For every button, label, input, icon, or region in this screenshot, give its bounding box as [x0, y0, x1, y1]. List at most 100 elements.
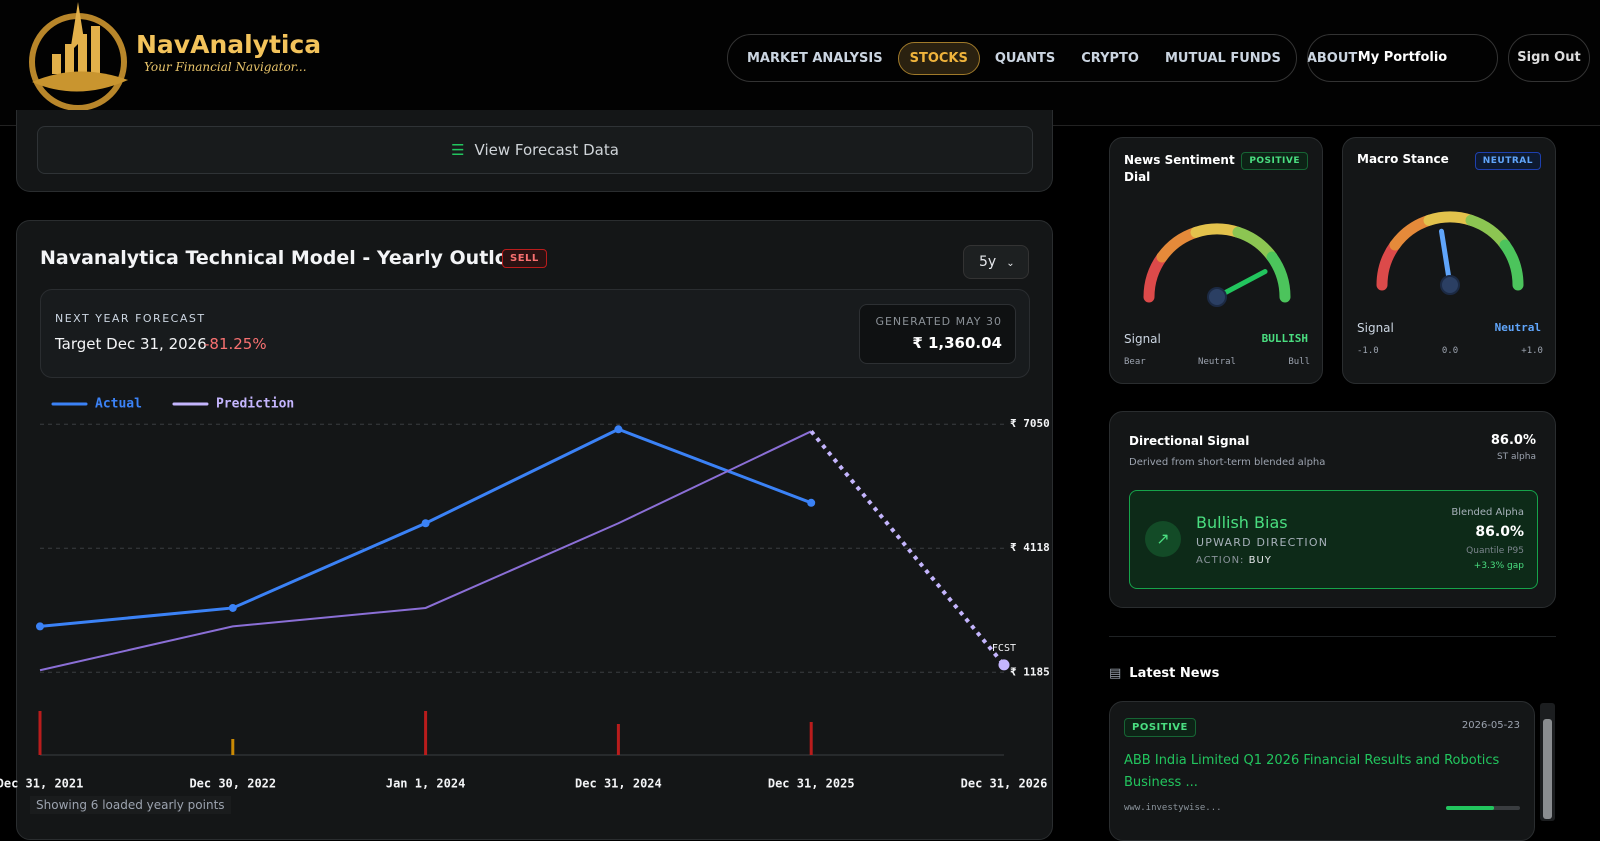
blended-label: Blended Alpha — [1451, 507, 1524, 518]
forecast-label: NEXT YEAR FORECAST — [55, 312, 206, 325]
volume-bar — [38, 711, 42, 755]
macro-card: Macro Stance NEUTRAL Signal Neutral -1.0… — [1342, 137, 1556, 384]
chart: ₹ 1185 ₹ 4118 ₹ 7050 Dec 31, 2021 Dec 30, 20… — [0, 397, 1050, 791]
view-forecast-button[interactable]: ☰ View Forecast Data — [37, 126, 1033, 174]
nav-link[interactable]: QUANTS — [994, 50, 1056, 66]
news-item: POSITIVE 2026-05-23 ABB India Limited Q1… — [1109, 701, 1535, 841]
scale-label: 0.0 — [1441, 346, 1459, 356]
card-title: News Sentiment Dial — [1124, 153, 1235, 184]
card-title: Macro Stance — [1357, 152, 1449, 166]
sentiment-card: News Sentiment Dial POSITIVE Signal BULL… — [1109, 137, 1323, 384]
point — [36, 622, 44, 631]
signal-value: Neutral — [1494, 321, 1541, 334]
gauge-scale: Bear Neutral Bull — [1124, 357, 1310, 367]
logo-icon — [29, 2, 128, 111]
scale-label: Neutral — [1198, 357, 1236, 367]
series-line — [39, 430, 812, 672]
gauge-arc — [1376, 239, 1401, 291]
scroll-thumb — [1543, 719, 1552, 819]
gauge-arc — [1156, 226, 1202, 263]
forecast-change: -81.25% — [204, 335, 267, 353]
trend-icon: ↗ — [1145, 521, 1181, 557]
range-value: 5y — [979, 254, 997, 270]
volume-bar — [809, 722, 813, 755]
gauge-arc — [1423, 211, 1477, 226]
action-value: BUY — [1248, 555, 1272, 566]
y-tick-label: ₹ 1185 — [1010, 665, 1050, 678]
news-date: 2026-05-23 — [1461, 720, 1520, 731]
scrollbar — [1540, 703, 1555, 821]
nav-link[interactable]: CRYPTO — [1081, 50, 1139, 66]
score-bar — [1446, 806, 1520, 810]
forecast-line — [809, 430, 1006, 667]
signal-value: BULLISH — [1261, 332, 1308, 345]
point — [614, 425, 623, 434]
outlook-card: Navanalytica Technical Model - Yearly Ou… — [16, 220, 1053, 840]
series-line — [39, 427, 812, 628]
volume-bar — [616, 724, 620, 755]
news-title: Latest News — [1129, 666, 1220, 681]
news-badge: POSITIVE — [1124, 718, 1196, 737]
sign-out-button[interactable]: Sign Out — [1508, 34, 1590, 82]
gauge-arc — [1499, 239, 1524, 291]
forecast-target: Target Dec 31, 2026 — [55, 335, 207, 353]
gauge-arc — [1190, 223, 1244, 238]
status-text: Showing 6 loaded yearly points — [30, 796, 231, 814]
range-select[interactable]: 5y ⌄ — [963, 245, 1029, 279]
gap: +3.3% gap — [1473, 561, 1524, 571]
point — [807, 498, 816, 507]
gauge-scale: -1.0 0.0 +1.0 — [1357, 346, 1543, 356]
gauge-hub — [1440, 275, 1460, 295]
gauge-hub — [1207, 287, 1227, 307]
gauge-arc — [1232, 226, 1278, 263]
scale-label: +1.0 — [1521, 346, 1543, 356]
outlook-title: Navanalytica Technical Model - Yearly Ou… — [40, 247, 534, 269]
gauge-arc — [1143, 251, 1168, 303]
x-tick-label: Dec 31, 2026 — [961, 777, 1048, 791]
alpha-note: ST alpha — [1496, 452, 1536, 462]
signal-label: Signal — [1124, 332, 1161, 346]
forecast-price: ₹ 1,360.04 — [912, 334, 1002, 352]
forecast-card: ☰ View Forecast Data — [16, 110, 1053, 192]
scale-label: -1.0 — [1357, 346, 1379, 356]
nav-link[interactable]: MARKET ANALYSIS — [747, 50, 883, 66]
action-label: ACTION: — [1196, 555, 1245, 566]
header: NavAnalytica Your Financial Navigator...… — [0, 0, 1600, 126]
legend-label: Actual — [95, 397, 142, 412]
y-tick-label: ₹ 4118 — [1010, 541, 1050, 554]
y-tick-label: ₹ 7050 — [1010, 417, 1050, 430]
nav-link[interactable]: MUTUAL FUNDS — [1164, 50, 1281, 66]
list-icon: ☰ — [451, 141, 465, 159]
nav-link[interactable]: STOCKS — [897, 41, 980, 75]
nav-bar: MARKET ANALYSIS STOCKS QUANTS CRYPTO MUT… — [727, 34, 1357, 82]
volume-bar — [231, 739, 235, 755]
news-headline[interactable]: ABB India Limited Q1 2026 Financial Resu… — [1124, 753, 1500, 790]
x-tick-label: Dec 31, 2025 — [768, 777, 855, 791]
forecast-point — [998, 659, 1010, 671]
gauge-arc — [1465, 214, 1511, 251]
portfolio-button[interactable]: My Portfolio — [1307, 34, 1498, 82]
card-title: Directional Signal — [1129, 434, 1250, 448]
sentiment-badge: POSITIVE — [1241, 152, 1308, 170]
x-tick-label: Jan 1, 2024 — [386, 777, 465, 791]
action: ACTION: BUY — [1196, 555, 1272, 566]
x-tick-label: Dec 31, 2021 — [0, 777, 83, 791]
legend-label: Prediction — [216, 397, 294, 412]
button-label: View Forecast Data — [474, 141, 619, 159]
bias-box: ↗ Bullish Bias UPWARD DIRECTION ACTION: … — [1129, 490, 1538, 589]
bias-title: Bullish Bias — [1196, 513, 1288, 532]
gauge-arc — [1266, 251, 1291, 303]
x-tick-label: Dec 30, 2022 — [189, 777, 276, 791]
forecast-summary: NEXT YEAR FORECAST Target Dec 31, 2026 -… — [40, 289, 1030, 378]
scale-label: Bull — [1288, 357, 1310, 367]
point — [228, 603, 237, 612]
blended-value: 86.0% — [1475, 524, 1524, 540]
scale-label: Bear — [1124, 357, 1146, 367]
signal-label: Signal — [1357, 321, 1394, 335]
alpha-value: 86.0% — [1490, 433, 1536, 448]
news-icon: ▤ — [1109, 666, 1122, 681]
direction: UPWARD DIRECTION — [1196, 536, 1329, 549]
macro-badge: NEUTRAL — [1474, 152, 1541, 170]
